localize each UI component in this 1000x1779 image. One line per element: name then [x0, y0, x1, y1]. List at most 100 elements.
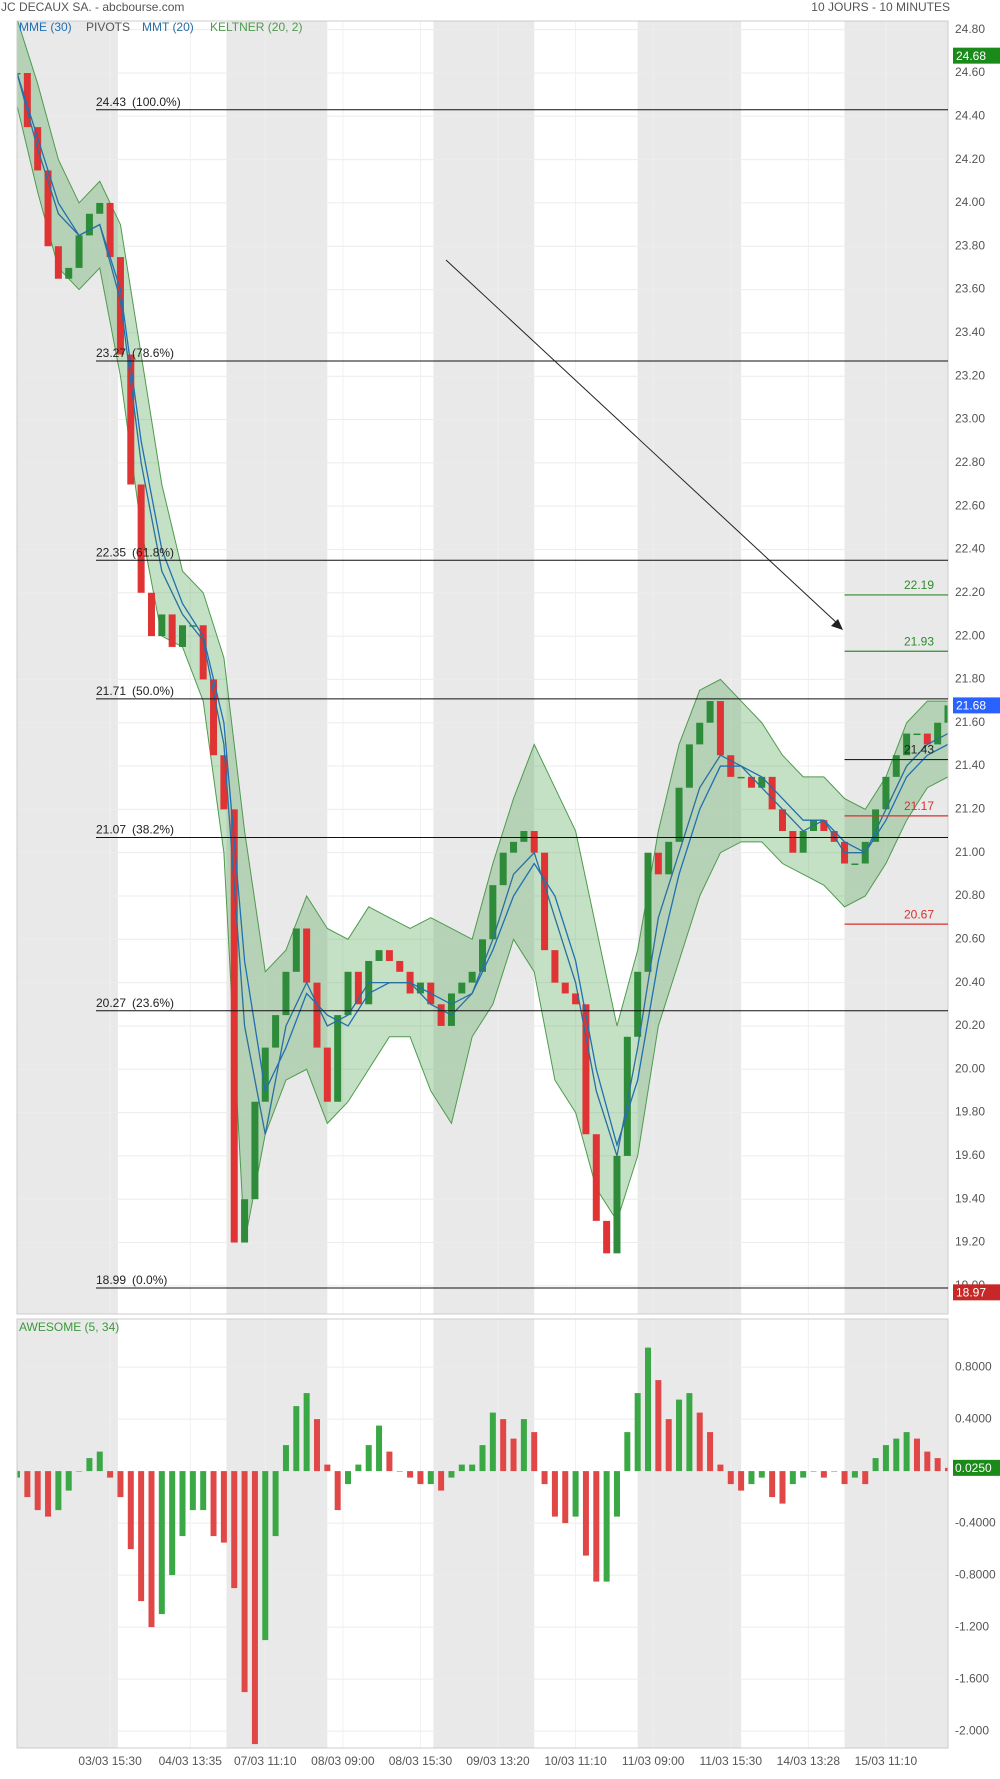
- candle: [903, 733, 911, 756]
- fib-percent: (50.0%): [132, 684, 174, 698]
- fib-value: 22.35: [96, 545, 126, 559]
- oscillator-bar: [934, 1458, 941, 1472]
- candle: [530, 831, 538, 853]
- oscillator-bar: [645, 1347, 652, 1472]
- candle: [251, 1101, 259, 1200]
- oscillator-bar: [613, 1471, 620, 1517]
- oscillator-bar: [148, 1471, 155, 1628]
- oscillator-bar: [55, 1471, 62, 1511]
- candle: [510, 841, 518, 853]
- oscillator-bar: [251, 1471, 258, 1745]
- oscillator-bar: [758, 1471, 765, 1478]
- pivot-label: 20.67: [904, 907, 934, 921]
- candle: [282, 971, 290, 1016]
- candle: [944, 705, 948, 723]
- oscillator-bar: [86, 1458, 93, 1472]
- x-tick-label: 07/03 11:10: [234, 1754, 297, 1768]
- oscillator-bar: [96, 1451, 103, 1472]
- candle: [499, 852, 507, 886]
- y-tick-label: 21.00: [955, 845, 985, 859]
- fib-label: 23.27 (78.6%): [96, 346, 174, 360]
- oscillator-bar: [913, 1438, 920, 1472]
- y-tick-label: -1.200: [955, 1619, 989, 1633]
- oscillator-bar: [376, 1425, 383, 1472]
- oscillator-bar: [45, 1471, 52, 1517]
- oscillator-bar: [241, 1471, 248, 1693]
- y-tick-label: 0.8000: [955, 1359, 992, 1373]
- candle: [468, 971, 476, 983]
- y-tick-label: 20.60: [955, 931, 985, 945]
- oscillator-bar: [127, 1471, 134, 1550]
- oscillator-bar: [407, 1471, 414, 1478]
- overlay: 19.0019.2019.4019.6019.8020.0020.2020.40…: [16, 20, 1000, 1768]
- candle: [323, 1047, 331, 1102]
- oscillator-bar: [634, 1393, 641, 1472]
- y-tick-label: 0.4000: [955, 1411, 992, 1425]
- candle: [758, 776, 766, 788]
- trend-arrow: [445, 259, 839, 625]
- oscillator-bar: [686, 1393, 693, 1472]
- oscillator-bar: [117, 1471, 124, 1498]
- y-tick-label: 22.00: [955, 628, 985, 642]
- candle: [913, 733, 921, 736]
- oscillator-bar: [603, 1471, 610, 1582]
- fib-percent: (23.6%): [132, 996, 174, 1010]
- y-tick-label: 20.80: [955, 888, 985, 902]
- candle: [789, 831, 797, 853]
- y-tick-label: 23.40: [955, 325, 985, 339]
- oscillator-bar: [593, 1471, 600, 1582]
- candle: [479, 939, 486, 972]
- candle: [892, 755, 900, 777]
- fib-label: 21.07 (38.2%): [96, 823, 174, 837]
- candle: [737, 776, 745, 779]
- candle: [44, 170, 52, 247]
- candle: [872, 809, 880, 842]
- candle: [241, 1199, 249, 1243]
- oscillator-bar: [303, 1393, 310, 1472]
- candle: [313, 982, 321, 1048]
- oscillator-bar: [489, 1412, 496, 1472]
- fib-value: 21.07: [96, 823, 126, 837]
- fib-percent: (100.0%): [132, 95, 181, 109]
- candle: [303, 928, 311, 983]
- price-tag-label: 18.97: [956, 1286, 986, 1300]
- oscillator-frame: [16, 1318, 949, 1749]
- value-tag-label: 0.0250: [955, 1461, 992, 1475]
- header-left: JC DECAUX SA. - abcbourse.com: [1, 0, 184, 14]
- candle: [572, 993, 580, 1005]
- oscillator-bar: [65, 1471, 72, 1491]
- candle: [292, 928, 300, 972]
- candle: [799, 831, 807, 853]
- day-shade: [844, 1319, 948, 1748]
- y-tick-label: 22.60: [955, 498, 985, 512]
- oscillator-plot: [17, 1319, 948, 1748]
- candle: [65, 267, 73, 279]
- candle: [561, 982, 569, 994]
- oscillator-bar: [231, 1471, 238, 1589]
- day-shade: [844, 21, 948, 1314]
- oscillator-bar: [448, 1471, 455, 1478]
- x-tick-label: 04/03 13:35: [159, 1754, 223, 1768]
- y-tick-label: 23.60: [955, 282, 985, 296]
- candle: [230, 809, 238, 1243]
- candle: [644, 852, 652, 972]
- moving-average: [17, 72, 948, 1157]
- y-tick-label: 24.00: [955, 195, 985, 209]
- header-right: 10 JOURS - 10 MINUTES: [811, 0, 950, 14]
- oscillator-bar: [769, 1471, 776, 1498]
- oscillator-bar: [924, 1451, 931, 1472]
- candle: [396, 960, 404, 972]
- candle: [520, 831, 528, 842]
- candle: [582, 1004, 590, 1135]
- oscillator-bar: [872, 1458, 879, 1472]
- oscillator-bar: [655, 1380, 662, 1472]
- oscillator-bar: [903, 1432, 910, 1472]
- oscillator-bar: [34, 1471, 41, 1511]
- y-tick-label: 21.40: [955, 758, 985, 772]
- oscillator-bar: [841, 1471, 848, 1485]
- candle: [778, 809, 786, 832]
- fib-value: 18.99: [96, 1273, 126, 1287]
- legend-entry: MME (30): [19, 20, 72, 34]
- candle: [613, 1155, 621, 1254]
- oscillator-bar: [169, 1471, 176, 1576]
